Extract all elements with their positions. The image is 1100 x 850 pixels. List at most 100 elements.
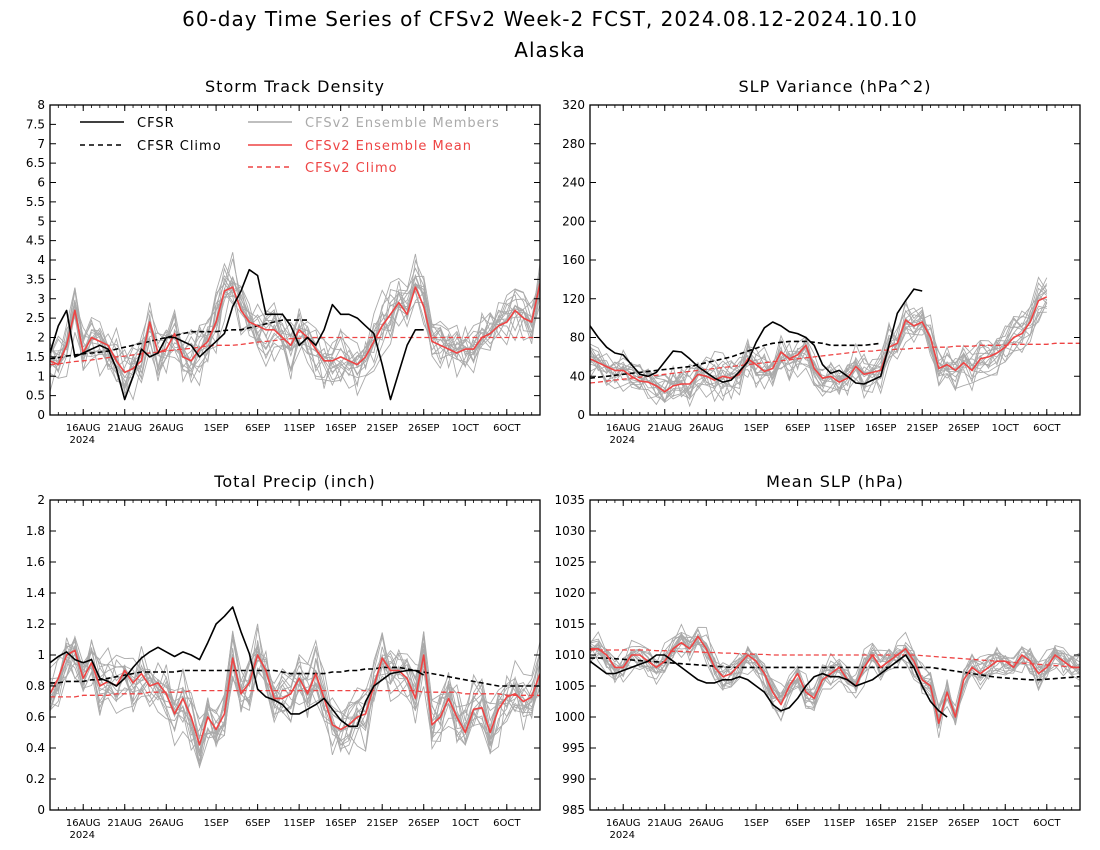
y-tick-label: 1020	[554, 586, 585, 600]
x-tick-label: 1SEP	[744, 818, 769, 829]
y-tick-label: 990	[562, 772, 585, 786]
y-tick-label: 0.5	[26, 389, 45, 403]
legend-label-cfsr: CFSR	[137, 116, 175, 131]
x-tick-label: 26SEP	[948, 818, 979, 829]
x-tick-year: 2024	[69, 435, 94, 446]
y-tick-label: 4	[37, 253, 45, 267]
y-tick-label: 0	[577, 408, 585, 422]
y-tick-label: 995	[562, 741, 585, 755]
x-tick-label: 6SEP	[245, 818, 270, 829]
y-tick-label: 6.5	[26, 156, 45, 170]
x-tick-label: 1SEP	[204, 423, 229, 434]
y-tick-label: 3	[37, 292, 45, 306]
y-tick-label: 6	[37, 176, 45, 190]
y-tick-label: 7.5	[26, 117, 45, 131]
ensemble-member-line	[50, 282, 540, 385]
x-tick-label: 11SEP	[823, 818, 854, 829]
y-tick-label: 240	[562, 176, 585, 190]
y-tick-label: 985	[562, 803, 585, 817]
ensemble-member-line	[50, 275, 540, 381]
ensemble-member-line	[590, 291, 1048, 398]
figure-title: 60-day Time Series of CFSv2 Week-2 FCST,…	[182, 7, 918, 31]
ensemble-member-line	[590, 287, 1048, 404]
y-tick-label: 1.2	[26, 617, 45, 631]
y-tick-label: 7	[37, 137, 45, 151]
x-tick-label: 6SEP	[785, 818, 810, 829]
y-tick-label: 2	[37, 331, 45, 345]
y-tick-label: 0.6	[26, 710, 45, 724]
y-tick-label: 1.4	[26, 586, 45, 600]
y-tick-label: 120	[562, 292, 585, 306]
x-tick-label: 6SEP	[245, 423, 270, 434]
y-tick-label: 1025	[554, 555, 585, 569]
ensemble-member-line	[590, 632, 1080, 722]
panel-title: Storm Track Density	[205, 77, 385, 96]
panel-mean-slp: Mean SLP (hPa) 985 990 995 1000 1005 1010 1015…	[554, 472, 1081, 841]
y-tick-label: 8	[37, 98, 45, 112]
x-tick-label: 16SEP	[865, 423, 896, 434]
plot-area	[50, 252, 540, 401]
x-tick-label: 26SEP	[948, 423, 979, 434]
x-tick-label: 21AUG	[107, 818, 142, 829]
y-tick-label: 1030	[554, 524, 585, 538]
y-tick-label: 1035	[554, 493, 585, 507]
x-tick-label: 26SEP	[408, 818, 439, 829]
x-tick-label: 16AUG	[66, 423, 101, 434]
y-tick-label: 1010	[554, 648, 585, 662]
series-cfsr	[590, 654, 948, 718]
x-tick-label: 26AUG	[689, 818, 724, 829]
y-tick-label: 1.6	[26, 555, 45, 569]
x-tick-year: 2024	[609, 435, 634, 446]
ensemble-member-line	[590, 277, 1048, 403]
ensemble-member-line	[50, 267, 540, 383]
y-tick-label: 0	[37, 803, 45, 817]
series-cfsv2-ensemble-mean	[590, 635, 1080, 725]
y-tick-label: 160	[562, 253, 585, 267]
ensemble-member-line	[50, 623, 540, 750]
x-tick-label: 11SEP	[823, 423, 854, 434]
ensemble-member-line	[50, 639, 540, 769]
x-tick-label: 21SEP	[366, 818, 397, 829]
x-tick-label: 26AUG	[689, 423, 724, 434]
x-tick-label: 21AUG	[647, 818, 682, 829]
series-cfsv2-ensemble-mean	[50, 649, 540, 746]
y-tick-label: 5.5	[26, 195, 45, 209]
x-tick-label: 11SEP	[283, 423, 314, 434]
y-tick-label: 2	[37, 493, 45, 507]
x-tick-label: 16SEP	[325, 818, 356, 829]
ensemble-member-line	[50, 637, 540, 756]
x-tick-label: 11SEP	[283, 818, 314, 829]
legend-label-ens-mean: CFSv2 Ensemble Mean	[305, 139, 472, 154]
y-tick-label: 0.8	[26, 679, 45, 693]
ensemble-member-line	[50, 630, 540, 746]
x-tick-label: 21SEP	[366, 423, 397, 434]
panel-title: Total Precip (inch)	[213, 472, 375, 491]
panel-slp-variance: SLP Variance (hPa^2) 0 40 80 120 160 200 240 28…	[562, 77, 1081, 446]
x-tick-label: 6SEP	[785, 423, 810, 434]
y-tick-label: 1005	[554, 679, 585, 693]
series-cfsr	[50, 606, 425, 728]
ensemble-member-line	[590, 634, 1080, 726]
y-tick-label: 1.5	[26, 350, 45, 364]
x-tick-label: 16SEP	[325, 423, 356, 434]
plot-area	[590, 623, 1080, 738]
ensemble-member-line	[50, 637, 540, 769]
x-tick-label: 16AUG	[66, 818, 101, 829]
plot-area	[590, 276, 1080, 408]
y-tick-label: 3.5	[26, 272, 45, 286]
series-cfsv2-ensemble-mean	[590, 296, 1048, 393]
x-tick-label: 6OCT	[1033, 818, 1061, 829]
panel-total-precip: Total Precip (inch) 0 0.2 0.4 0.6 0.8 1 1.2 1.4…	[26, 472, 541, 841]
x-tick-year: 2024	[609, 830, 634, 841]
x-tick-label: 21SEP	[906, 818, 937, 829]
x-tick-year: 2024	[69, 830, 94, 841]
figure-subtitle: Alaska	[514, 38, 585, 62]
x-tick-label: 6OCT	[493, 818, 521, 829]
x-tick-label: 26SEP	[408, 423, 439, 434]
y-tick-label: 0.2	[26, 772, 45, 786]
series-cfsv2-climo	[50, 336, 540, 366]
x-tick-label: 1SEP	[744, 423, 769, 434]
y-tick-label: 1015	[554, 617, 585, 631]
legend-label-cfsv2-climo: CFSv2 Climo	[305, 161, 398, 176]
